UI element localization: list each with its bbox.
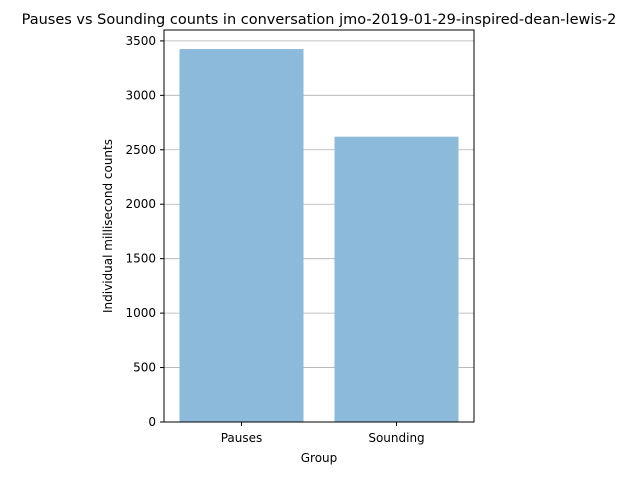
chart-title: Pauses vs Sounding counts in conversatio… <box>22 12 617 28</box>
x-tick-label: Sounding <box>368 431 424 445</box>
y-tick-label: 2500 <box>125 143 156 157</box>
y-tick-label: 3500 <box>125 34 156 48</box>
x-tick-label: Pauses <box>221 431 263 445</box>
y-tick-label: 3000 <box>125 88 156 102</box>
bar-sounding <box>334 136 459 422</box>
y-tick-label: 2000 <box>125 197 156 211</box>
bar-pauses <box>179 49 304 423</box>
x-axis-ticks: Pauses Sounding <box>221 422 425 445</box>
y-tick-label: 1500 <box>125 252 156 266</box>
y-axis-ticks: 0 500 1000 1500 2000 2500 3000 3500 <box>125 34 164 429</box>
plot-area-frame <box>163 29 475 423</box>
bars <box>179 49 459 423</box>
y-tick-label: 500 <box>133 361 156 375</box>
x-axis-label: Group <box>301 451 338 465</box>
y-tick-label: 1000 <box>125 306 156 320</box>
y-tick-label: 0 <box>148 415 156 429</box>
y-axis-label: Individual millisecond counts <box>101 139 115 313</box>
